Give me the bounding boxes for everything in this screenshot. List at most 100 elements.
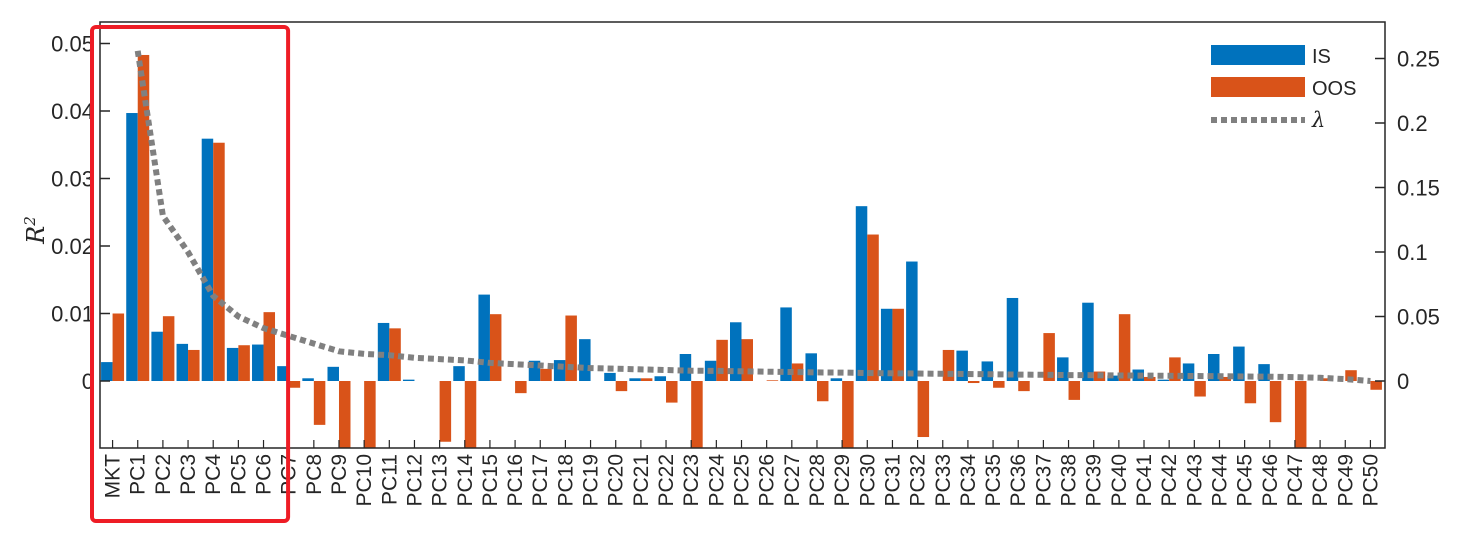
- bar-oos: [112, 313, 125, 381]
- category-label: PC25: [731, 454, 754, 507]
- category-label: PC24: [705, 454, 728, 507]
- category-label: PC27: [781, 454, 804, 507]
- category-label: PC20: [605, 454, 628, 507]
- bar-is: [604, 372, 616, 381]
- left-tick-label: 0.03: [51, 167, 94, 192]
- bar-oos: [313, 381, 326, 425]
- bar-is: [1082, 302, 1094, 381]
- bar-is: [956, 350, 968, 381]
- category-label: PC30: [856, 454, 879, 507]
- category-label: PC50: [1359, 454, 1382, 507]
- category-label: PC12: [404, 454, 427, 507]
- oos-bars: [112, 54, 1382, 449]
- category-label: PC10: [353, 454, 376, 507]
- left-tick-label: 0.05: [51, 32, 94, 57]
- bar-is: [780, 307, 792, 381]
- bar-oos: [238, 345, 250, 381]
- right-tick-label: 0.2: [1397, 111, 1428, 136]
- category-label: PC37: [1032, 454, 1055, 507]
- bar-oos: [942, 349, 955, 381]
- category-label: PC46: [1259, 454, 1282, 507]
- bar-oos: [1169, 357, 1181, 381]
- bar-oos: [263, 312, 276, 381]
- right-tick-label: 0.15: [1397, 176, 1440, 201]
- category-label: PC32: [907, 454, 930, 507]
- bar-is: [1182, 363, 1195, 381]
- bar-is: [553, 360, 566, 381]
- bar-is: [730, 322, 742, 381]
- category-label: PC11: [378, 454, 401, 505]
- category-label: PC5: [227, 454, 250, 495]
- bar-oos: [188, 349, 200, 381]
- category-label: PC42: [1158, 454, 1181, 507]
- left-tick-label: 0.01: [51, 302, 94, 327]
- bar-oos: [1018, 381, 1030, 392]
- bar-oos: [691, 381, 703, 449]
- is-bars: [101, 113, 1270, 382]
- bar-oos: [1118, 314, 1131, 381]
- bar-oos: [666, 381, 678, 403]
- bar-oos: [137, 54, 150, 381]
- legend-swatch-oos: [1211, 77, 1305, 97]
- category-label: PC4: [202, 454, 225, 495]
- bar-is: [679, 354, 692, 381]
- bar-oos: [515, 381, 527, 394]
- category-label: PC31: [881, 454, 904, 507]
- left-axis-ticks: 00.010.020.030.040.05: [51, 32, 110, 394]
- bar-is: [1057, 357, 1069, 381]
- bar-oos: [1320, 378, 1332, 381]
- category-label: PC19: [580, 454, 603, 507]
- category-label: PC40: [1108, 454, 1131, 507]
- bar-is: [478, 294, 490, 381]
- bar-is: [805, 353, 817, 381]
- category-label: PC1: [127, 454, 150, 495]
- bar-oos: [842, 381, 854, 449]
- category-label: PC38: [1058, 454, 1081, 507]
- category-label: PC18: [554, 454, 577, 507]
- bar-oos: [766, 380, 779, 381]
- bar-is: [252, 344, 264, 381]
- category-label: PC47: [1284, 454, 1307, 507]
- bar-is: [830, 378, 843, 381]
- bar-oos: [439, 381, 452, 442]
- bar-oos: [716, 339, 728, 381]
- category-label: PC2: [152, 454, 175, 495]
- bar-oos: [640, 378, 653, 381]
- category-label: PC48: [1309, 454, 1332, 507]
- y-axis-label: R2: [21, 216, 50, 245]
- bar-oos: [1144, 376, 1156, 381]
- bar-is: [402, 379, 415, 381]
- category-label: PC9: [328, 454, 351, 495]
- category-label: PC22: [655, 454, 678, 507]
- bar-oos: [1043, 333, 1055, 381]
- bar-is: [277, 366, 289, 381]
- bar-oos: [967, 381, 980, 384]
- bar-is: [1207, 354, 1220, 381]
- bar-oos: [1068, 381, 1081, 400]
- category-label: PC36: [1007, 454, 1030, 507]
- bar-is: [302, 378, 314, 381]
- bar-oos: [917, 381, 930, 438]
- bar-is: [1258, 364, 1270, 381]
- right-axis-ticks: 0 0.05 0.1 0.15 0.2 0.25: [1375, 47, 1440, 394]
- bar-is: [126, 113, 138, 382]
- bar-is: [151, 331, 163, 381]
- category-label: PC49: [1334, 454, 1357, 507]
- bar-oos: [993, 381, 1005, 388]
- category-label: PC44: [1209, 454, 1232, 507]
- bar-is: [226, 347, 239, 381]
- bar-is: [1233, 346, 1245, 381]
- bar-is: [528, 360, 541, 381]
- x-axis-ticks: [111, 440, 1372, 448]
- bar-is: [327, 366, 339, 381]
- bar-oos: [1194, 381, 1206, 397]
- bar-oos: [565, 315, 577, 381]
- category-label: PC17: [529, 454, 552, 507]
- bar-is: [855, 206, 868, 381]
- category-label: PC29: [831, 454, 854, 507]
- x-axis-category-labels: MKT PC1 PC2 PC3 PC4 PC5 PC6 PC7 PC8 PC9 PC10 PC11 PC…: [102, 454, 1383, 507]
- bar-oos: [1219, 376, 1231, 381]
- category-label: PC39: [1083, 454, 1106, 507]
- bar-oos: [1370, 381, 1382, 390]
